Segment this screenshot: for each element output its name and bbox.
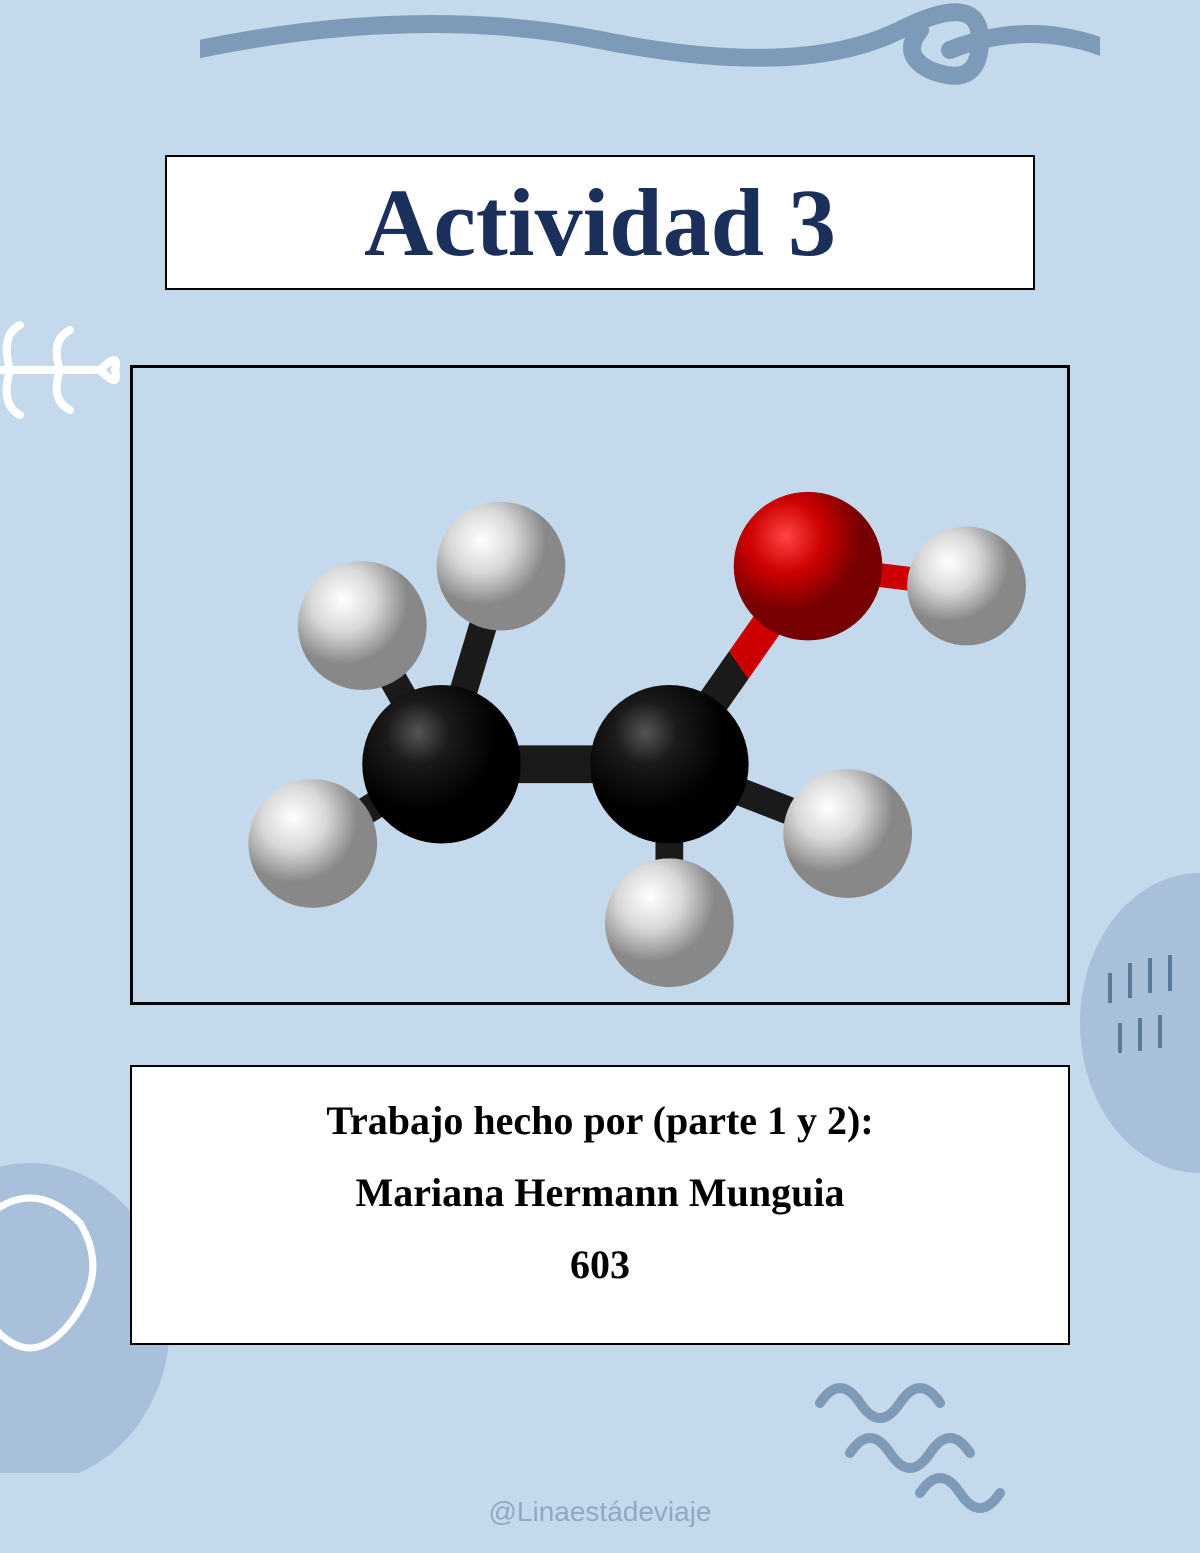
decorative-swirl-top bbox=[200, 0, 1100, 180]
decorative-shape-right bbox=[1060, 873, 1200, 1173]
watermark-credit: @Linaestádeviaje bbox=[488, 1496, 711, 1528]
title-box: Actividad 3 bbox=[165, 155, 1035, 290]
author-label: Trabajo hecho por (parte 1 y 2): bbox=[172, 1097, 1028, 1144]
decorative-wave-bottom-right bbox=[800, 1363, 1100, 1513]
author-info-box: Trabajo hecho por (parte 1 y 2): Mariana… bbox=[130, 1065, 1070, 1345]
molecule-image-box bbox=[130, 365, 1070, 1005]
author-group: 603 bbox=[172, 1241, 1028, 1288]
author-name: Mariana Hermann Munguia bbox=[172, 1169, 1028, 1216]
page-title: Actividad 3 bbox=[364, 167, 836, 278]
ethanol-molecule-diagram bbox=[133, 368, 1067, 1002]
